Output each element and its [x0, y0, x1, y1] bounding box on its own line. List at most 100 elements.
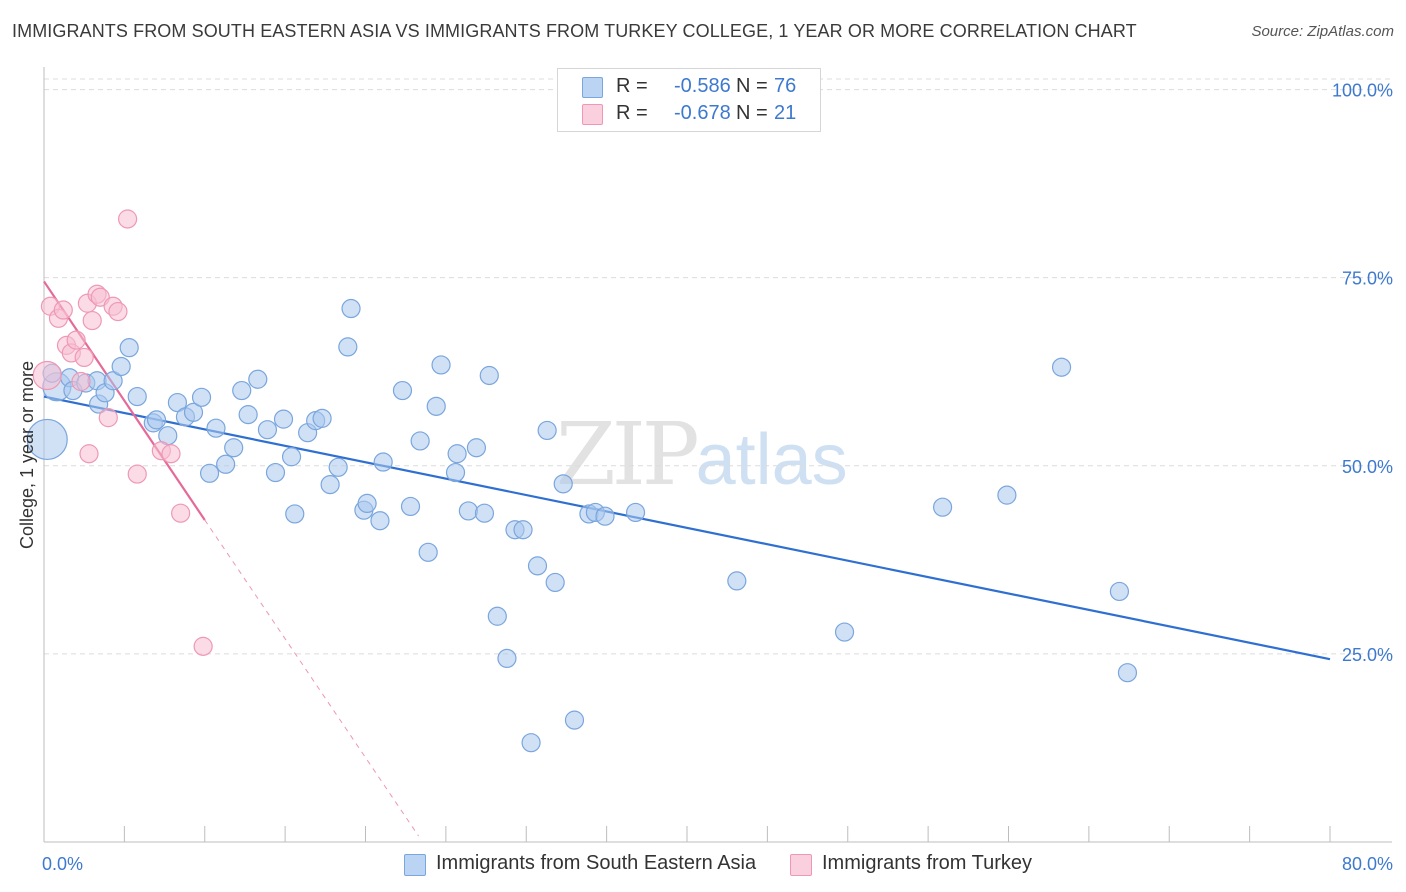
data-point-south-eastern-asia [545, 572, 565, 593]
data-point-south-eastern-asia [199, 463, 220, 483]
data-point-south-eastern-asia [103, 371, 123, 391]
bottom-legend-swatch-pink [790, 854, 812, 876]
data-point-south-eastern-asia [238, 405, 258, 425]
data-point-south-eastern-asia [285, 504, 305, 524]
legend-n-value: 76 [774, 75, 797, 97]
data-point-south-eastern-asia [418, 542, 438, 562]
data-point-turkey [98, 408, 118, 428]
data-point-south-eastern-asia [727, 571, 747, 591]
data-point-south-eastern-asia [564, 710, 585, 730]
data-point-south-eastern-asia [513, 520, 533, 540]
data-point-south-eastern-asia [224, 438, 244, 458]
legend-r-value: -0.678 [674, 102, 731, 124]
y-tick-label: 25.0% [1342, 645, 1393, 665]
data-point-south-eastern-asia [370, 511, 390, 531]
data-point-south-eastern-asia [273, 409, 294, 429]
data-point-south-eastern-asia [553, 474, 573, 494]
data-point-south-eastern-asia [431, 355, 451, 375]
data-point-south-eastern-asia [341, 298, 361, 319]
watermark-zip: ZIP [556, 405, 700, 505]
legend-swatch-blue [582, 77, 603, 98]
data-point-south-eastern-asia [146, 410, 167, 430]
data-point-south-eastern-asia [373, 452, 393, 472]
data-point-south-eastern-asia [474, 503, 495, 523]
x-tick-label: 80.0% [1342, 854, 1393, 874]
data-point-south-eastern-asia [127, 386, 147, 407]
data-point-south-eastern-asia [248, 369, 268, 389]
data-point-south-eastern-asia [1117, 663, 1138, 683]
y-tick-label: 100.0% [1332, 81, 1393, 101]
data-point-south-eastern-asia [392, 380, 413, 401]
data-point-south-eastern-asia [400, 496, 421, 517]
data-point-south-eastern-asia [426, 396, 446, 416]
data-point-south-eastern-asia [206, 418, 226, 438]
data-point-south-eastern-asia [232, 380, 252, 401]
data-point-south-eastern-asia [447, 444, 467, 464]
data-point-south-eastern-asia [265, 462, 286, 483]
data-point-south-eastern-asia [479, 365, 499, 386]
legend-n-value: 21 [774, 102, 797, 124]
data-point-south-eastern-asia [625, 502, 646, 523]
trend-line-south-eastern-asia [43, 395, 1331, 661]
data-point-turkey [53, 300, 73, 320]
legend-r-label: R = [616, 102, 648, 124]
legend-n-label: N = [736, 75, 768, 97]
data-point-south-eastern-asia [497, 648, 517, 669]
data-point-south-eastern-asia [834, 622, 855, 642]
point-layer [26, 209, 1138, 753]
data-point-south-eastern-asia [537, 420, 557, 441]
data-point-south-eastern-asia [281, 447, 302, 467]
data-point-south-eastern-asia [595, 506, 615, 526]
trend-layer [43, 280, 1331, 837]
data-point-south-eastern-asia [932, 497, 953, 517]
data-point-turkey [82, 310, 102, 331]
data-point-south-eastern-asia [997, 485, 1017, 505]
data-point-south-eastern-asia [119, 338, 139, 358]
legend-r-label: R = [616, 75, 648, 97]
legend-swatch-pink [582, 104, 603, 125]
data-point-turkey [193, 636, 213, 656]
bottom-legend-label: Immigrants from Turkey [822, 852, 1033, 874]
data-point-south-eastern-asia [26, 418, 68, 461]
data-point-turkey [161, 444, 181, 464]
data-point-south-eastern-asia [466, 438, 487, 458]
data-point-south-eastern-asia [410, 431, 430, 451]
grid-layer [44, 78, 1392, 655]
y-tick-label: 75.0% [1342, 269, 1393, 289]
label-layer: 25.0% 50.0% 75.0% 100.0% 0.0% 80.0% College, 1… [17, 81, 1393, 874]
data-point-turkey [117, 209, 138, 229]
data-point-turkey [66, 330, 86, 350]
x-tick-label: 0.0% [42, 854, 83, 874]
data-point-south-eastern-asia [312, 408, 332, 428]
data-point-south-eastern-asia [328, 457, 348, 477]
trend-line-turkey [43, 280, 206, 521]
chart-title: IMMIGRANTS FROM SOUTH EASTERN ASIA VS IM… [12, 21, 1137, 41]
watermark: ZIPatlas [556, 405, 848, 505]
y-tick-label: 50.0% [1342, 457, 1393, 477]
data-point-south-eastern-asia [1109, 581, 1130, 602]
data-point-south-eastern-asia [167, 392, 188, 413]
data-point-south-eastern-asia [183, 402, 204, 422]
data-point-south-eastern-asia [445, 462, 466, 483]
trend-line-turkey-extension [204, 519, 419, 837]
axis-layer [43, 67, 1392, 843]
bottom-legend-label: Immigrants from South Eastern Asia [436, 852, 757, 874]
data-point-south-eastern-asia [257, 420, 278, 440]
legend: R = -0.586 N = 76 R = -0.678 N = 21 [557, 68, 821, 132]
data-point-south-eastern-asia [527, 556, 548, 576]
data-point-south-eastern-asia [320, 474, 340, 495]
y-axis-label: College, 1 year or more [17, 361, 37, 549]
data-point-turkey [127, 464, 147, 484]
data-point-south-eastern-asia [191, 387, 212, 407]
bottom-legend-swatch-blue [404, 854, 426, 876]
data-point-south-eastern-asia [338, 337, 358, 357]
data-point-south-eastern-asia [216, 454, 236, 474]
legend-r-value: -0.586 [674, 75, 731, 97]
data-point-south-eastern-asia [357, 493, 377, 514]
data-point-south-eastern-asia [521, 733, 541, 753]
legend-n-label: N = [736, 102, 768, 124]
data-point-south-eastern-asia [458, 501, 478, 521]
data-point-south-eastern-asia [487, 606, 507, 626]
data-point-turkey [74, 347, 94, 368]
